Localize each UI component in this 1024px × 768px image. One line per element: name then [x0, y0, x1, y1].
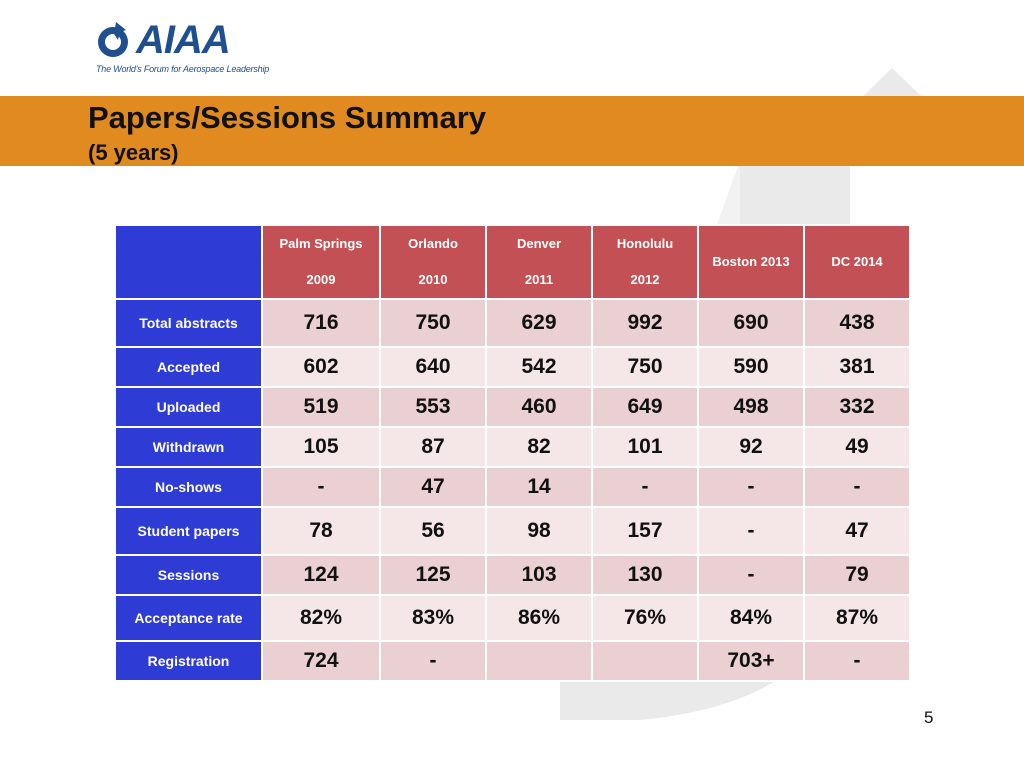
table-cell: -: [379, 640, 487, 682]
page-title: Papers/Sessions Summary: [88, 100, 487, 135]
table-row: Total abstracts 716 750 629 992 690 438: [114, 298, 911, 348]
table-cell: 87%: [803, 594, 911, 642]
table-cell: 724: [261, 640, 381, 682]
column-name: Denver: [516, 236, 562, 251]
table-cell: 101: [591, 426, 699, 468]
column-header: DC 2014: [803, 224, 911, 300]
table-cell: 519: [261, 386, 381, 428]
table-row: Acceptance rate 82% 83% 86% 76% 84% 87%: [114, 594, 911, 642]
column-name: Orlando: [408, 236, 458, 251]
page-number: 5: [924, 708, 934, 727]
table-cell: -: [803, 466, 911, 508]
table-cell: 381: [803, 346, 911, 388]
row-header: Registration: [114, 640, 263, 682]
table-cell: 92: [697, 426, 805, 468]
title-banner: [0, 96, 1024, 166]
table-cell: 542: [485, 346, 593, 388]
summary-table: Palm Springs 2009 Orlando 2010 Denver 20…: [114, 224, 911, 682]
column-header: Boston 2013: [697, 224, 805, 300]
table-cell: 83%: [379, 594, 487, 642]
table-row: Student papers 78 56 98 157-47: [114, 506, 911, 556]
table-cell: 87: [379, 426, 487, 468]
table-cell: 649: [591, 386, 699, 428]
table-cell: 438: [803, 298, 911, 348]
table-row: Sessions 124 125 103 130-79: [114, 554, 911, 596]
table-cell: -: [697, 466, 805, 508]
column-header: Palm Springs 2009: [261, 224, 381, 300]
table-cell: [591, 640, 699, 682]
column-name: Honolulu: [616, 236, 674, 251]
table-row: No-shows -47 14- - -: [114, 466, 911, 508]
table-cell: -: [591, 466, 699, 508]
column-name: DC 2014: [831, 254, 883, 269]
table-cell: 498: [697, 386, 805, 428]
table-cell: 82%: [261, 594, 381, 642]
globe-icon: [98, 22, 128, 57]
corner-cell: [114, 224, 263, 300]
table-cell: 332: [803, 386, 911, 428]
column-header: Orlando 2010: [379, 224, 487, 300]
page-subtitle: (5 years): [88, 140, 179, 165]
table-cell: -: [697, 554, 805, 596]
column-name: Palm Springs: [279, 236, 363, 251]
table-row: Registration 724-703+ -: [114, 640, 911, 682]
table-row: Uploaded 519 553 460 649 498 332: [114, 386, 911, 428]
table-cell: 629: [485, 298, 593, 348]
table-cell: 98: [485, 506, 593, 556]
table-cell: 690: [697, 298, 805, 348]
table-cell: 602: [261, 346, 381, 388]
table-cell: 105: [261, 426, 381, 468]
table-cell: 82: [485, 426, 593, 468]
table-cell: 86%: [485, 594, 593, 642]
column-name: Boston 2013: [712, 254, 790, 269]
row-header: Withdrawn: [114, 426, 263, 468]
table-cell: 14: [485, 466, 593, 508]
table-cell: 47: [379, 466, 487, 508]
row-header: Student papers: [114, 506, 263, 556]
table-cell: 640: [379, 346, 487, 388]
table-cell: 750: [591, 346, 699, 388]
table-row: Withdrawn 105 87 82 101 92 49: [114, 426, 911, 468]
column-year: 2012: [630, 272, 660, 287]
table-cell: -: [803, 640, 911, 682]
table-cell: 703+: [697, 640, 805, 682]
table-cell: 157: [591, 506, 699, 556]
table-cell: 460: [485, 386, 593, 428]
column-header: Denver 2011: [485, 224, 593, 300]
table-cell: 49: [803, 426, 911, 468]
table-cell: 78: [261, 506, 381, 556]
column-year: 2009: [306, 272, 336, 287]
table-cell: 76%: [591, 594, 699, 642]
table-cell: 590: [697, 346, 805, 388]
table-cell: 124: [261, 554, 381, 596]
logo-tagline: The World's Forum for Aerospace Leadersh…: [96, 64, 270, 74]
table-cell: 125: [379, 554, 487, 596]
logo-wordmark: AIAA: [136, 18, 231, 62]
table-cell: 992: [591, 298, 699, 348]
table-cell: 716: [261, 298, 381, 348]
row-header: Acceptance rate: [114, 594, 263, 642]
table-row: Accepted 602 640 542 750 590 381: [114, 346, 911, 388]
table-cell: 47: [803, 506, 911, 556]
table-cell: -: [261, 466, 381, 508]
column-header: Honolulu 2012: [591, 224, 699, 300]
table-cell: 750: [379, 298, 487, 348]
column-year: 2010: [418, 272, 448, 287]
table-cell: [485, 640, 593, 682]
table-cell: -: [697, 506, 805, 556]
table-cell: 130: [591, 554, 699, 596]
aiaa-logo: AIAA The World's Forum for Aerospace Lea…: [96, 18, 269, 74]
column-year: 2011: [524, 272, 554, 287]
row-header: No-shows: [114, 466, 263, 508]
table-cell: 103: [485, 554, 593, 596]
row-header: Sessions: [114, 554, 263, 596]
row-header: Uploaded: [114, 386, 263, 428]
table-cell: 79: [803, 554, 911, 596]
row-header: Accepted: [114, 346, 263, 388]
table-cell: 56: [379, 506, 487, 556]
row-header: Total abstracts: [114, 298, 263, 348]
header-row: Palm Springs 2009 Orlando 2010 Denver 20…: [114, 224, 911, 300]
table-cell: 553: [379, 386, 487, 428]
table-cell: 84%: [697, 594, 805, 642]
